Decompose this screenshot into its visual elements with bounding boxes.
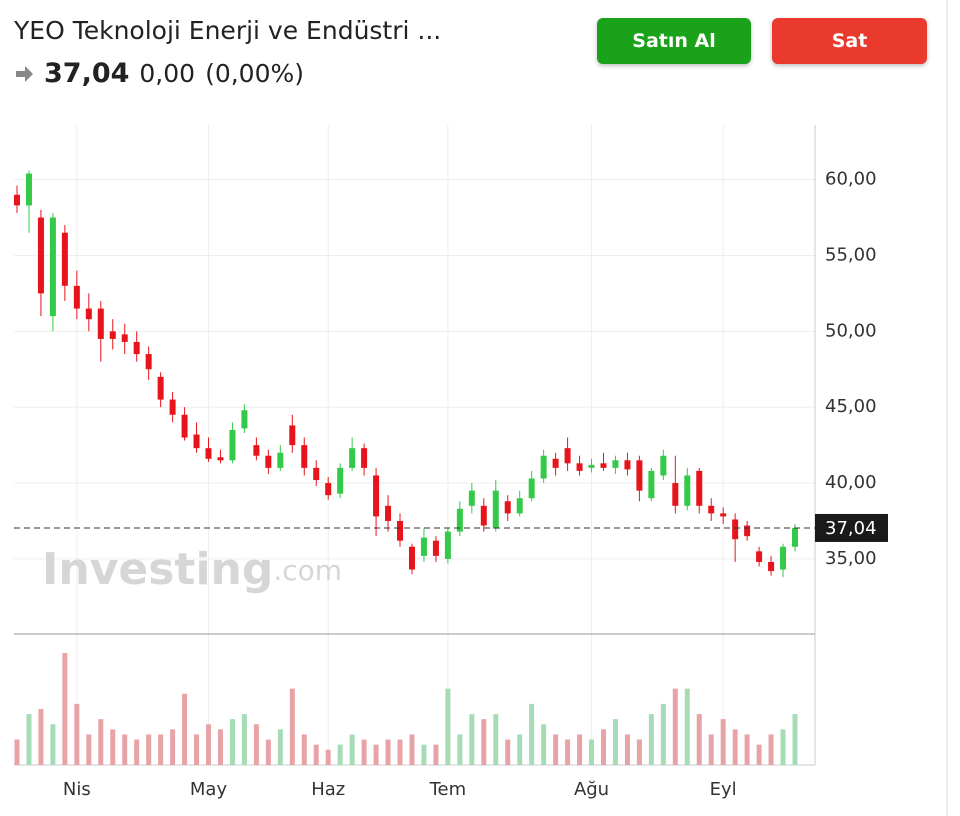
candle-body [169,399,176,415]
candle-body [756,551,763,562]
candle-body [744,525,751,537]
candle-body [768,561,775,572]
candle-body [349,448,356,468]
candle-body [504,501,511,514]
candle-body [720,513,727,517]
buy-button[interactable]: Satın Al [597,18,751,64]
last-price-label: 37,04 [825,518,877,539]
candle-body [373,475,380,517]
candle-body [576,463,583,471]
candle-body [133,341,140,355]
y-tick-label: 45,00 [825,396,877,417]
watermark: Investing.com [42,544,342,595]
candle-body [624,460,631,470]
candle-body [337,467,344,494]
sell-button[interactable]: Sat [772,18,927,64]
candle-body [37,217,44,294]
candle-body [540,455,547,479]
change: 0,00 [139,59,196,88]
candle-body [217,457,224,461]
candle-body [397,520,404,541]
watermark-brand: Investing [42,544,273,595]
x-tick-label: Eyl [710,779,737,800]
candle-body [49,217,56,317]
change-percent: (0,00%) [205,59,305,88]
candle-body [157,376,164,400]
candle-body [708,505,715,514]
arrow-icon [16,65,33,82]
candle-body [444,531,451,559]
grid [14,125,815,765]
candle-body [600,463,607,468]
candle-body [780,546,787,570]
candle-body [408,546,415,570]
candle-body [468,490,475,506]
candle-body [552,458,559,468]
candle-body [301,445,308,468]
candle-body [492,490,499,529]
candle-body [181,414,188,438]
y-tick-label: 55,00 [825,244,877,265]
candle-body [109,331,116,339]
candle-body [456,508,463,532]
candle-body [193,434,200,449]
candle-body [61,232,68,286]
x-tick-label: Ağu [574,779,609,800]
y-tick-label: 60,00 [825,169,877,190]
last-price-box [815,513,888,542]
candle-body [660,455,667,476]
x-tick-label: Nis [63,779,91,800]
candle-body [480,505,487,526]
candle-body [588,464,595,468]
candle-body [205,448,212,459]
y-tick-label: 35,00 [825,548,877,569]
candle-body [684,475,691,506]
candle-body [25,173,32,206]
quote: 37,04 0,00 (0,00%) [14,58,304,89]
candle-body [229,429,236,461]
candle-body [121,334,128,342]
candle-body [516,498,523,514]
candle-body [325,483,332,496]
x-tick-label: Haz [311,779,345,800]
candle-body [289,425,296,446]
candle-body [432,540,439,556]
candle-body [85,308,92,320]
candle-body [420,537,427,556]
candle-body [564,448,571,464]
candle-body [696,470,703,506]
candle-body [732,519,739,540]
instrument-title: YEO Teknoloji Enerji ve Endüstri ... [14,16,442,45]
candle-body [14,194,20,206]
candle-body [253,445,260,456]
y-tick-label: 40,00 [825,472,877,493]
candle-body [648,470,655,499]
candle-body [361,448,368,468]
candle-body [636,460,643,491]
x-tick-label: Tem [429,779,467,800]
candle-body [612,460,619,468]
candle-body [792,527,798,547]
candle-body [265,455,272,468]
price: 37,04 [44,58,130,89]
candle-body [277,452,284,468]
watermark-suffix: .com [273,554,342,587]
candle-body [672,483,679,506]
y-tick-label: 50,00 [825,320,877,341]
candle-body [385,505,392,521]
candle-body [313,467,320,481]
candle-body [145,354,152,370]
candle-body [73,285,80,309]
candle-body [241,410,248,429]
x-tick-label: May [190,779,228,800]
candle-body [528,478,535,499]
candle-body [97,308,104,339]
